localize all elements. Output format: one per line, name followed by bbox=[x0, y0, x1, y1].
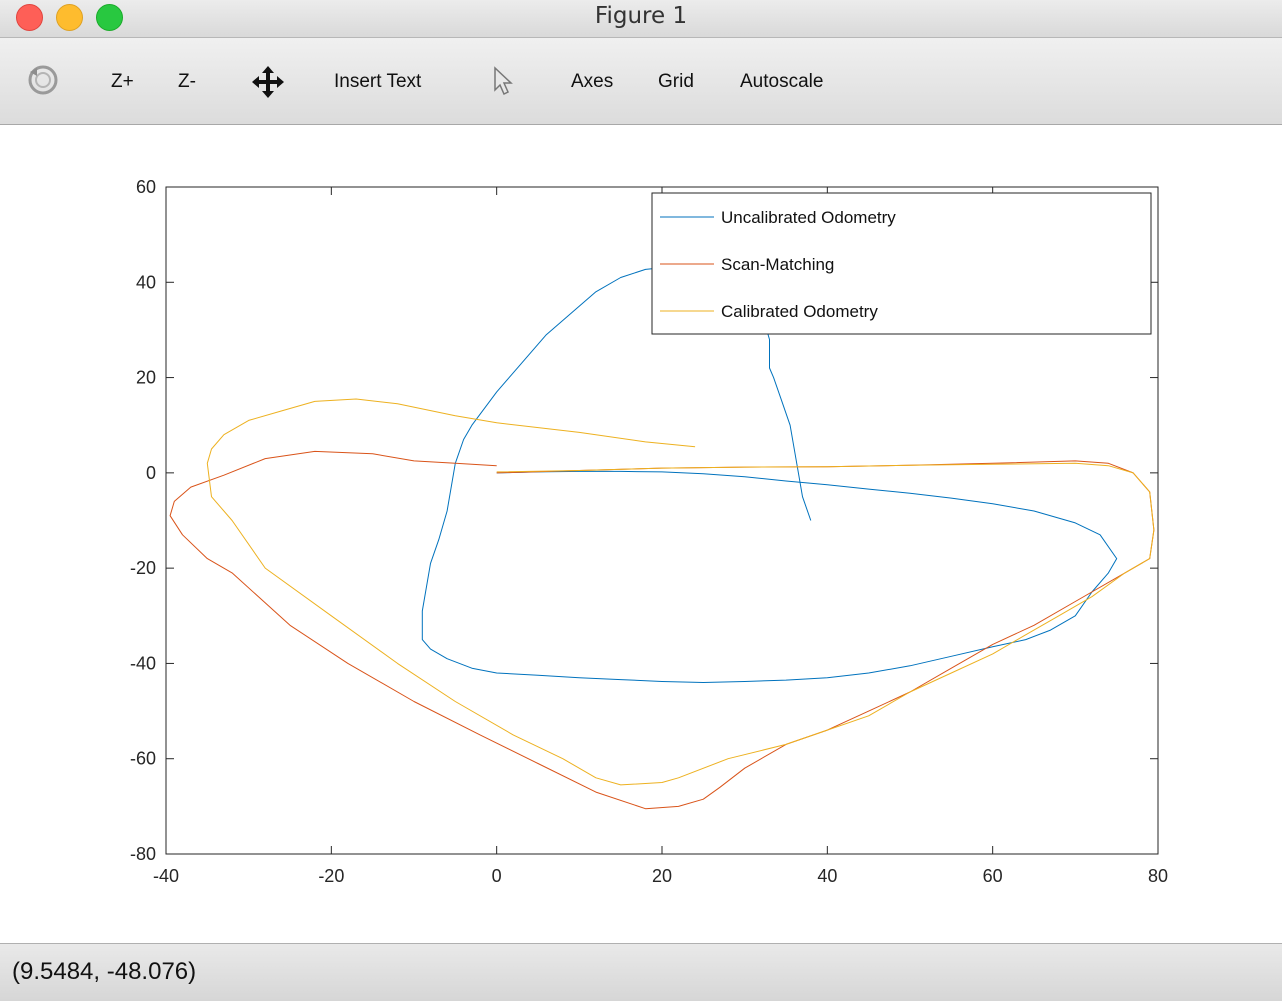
y-tick-label: -20 bbox=[130, 558, 156, 578]
line-chart[interactable]: -40 -20 0 20 40 60 80 60 40 20 0 -20 -40 -60 -80 Uncali… bbox=[0, 125, 1282, 943]
y-tick-label: 20 bbox=[136, 368, 156, 388]
zoom-out-button[interactable]: Z- bbox=[178, 71, 196, 92]
cursor-coordinates: (9.5484, -48.076) bbox=[12, 958, 197, 985]
maximize-window-button[interactable] bbox=[96, 4, 123, 31]
y-tick-label: -40 bbox=[130, 653, 156, 673]
window-title: Figure 1 bbox=[594, 3, 688, 29]
zoom-in-button[interactable]: Z+ bbox=[111, 71, 134, 92]
close-window-button[interactable] bbox=[16, 4, 43, 31]
status-bar: (9.5484, -48.076) bbox=[0, 943, 1282, 1001]
legend-scan-matching-label: Scan-Matching bbox=[721, 255, 834, 274]
x-tick-label: -40 bbox=[153, 866, 179, 886]
x-tick-label: 80 bbox=[1148, 866, 1168, 886]
autoscale-button[interactable]: Autoscale bbox=[740, 71, 824, 92]
x-tick-label: 20 bbox=[652, 866, 672, 886]
scan-matching-line[interactable] bbox=[169, 450, 1155, 810]
y-tick-label: 40 bbox=[136, 272, 156, 292]
plot-canvas[interactable]: -40 -20 0 20 40 60 80 60 40 20 0 -20 -40 -60 -80 Uncali… bbox=[0, 125, 1282, 943]
figure-toolbar: Z+ Z- Insert Text Axes Grid Autoscale bbox=[0, 38, 1282, 125]
y-tick-label: -80 bbox=[130, 844, 156, 864]
legend-uncalibrated-label: Uncalibrated Odometry bbox=[721, 208, 896, 227]
pan-icon[interactable] bbox=[250, 64, 286, 100]
y-tick-label: -60 bbox=[130, 749, 156, 769]
axes-button[interactable]: Axes bbox=[571, 71, 614, 92]
title-bar: Figure 1 bbox=[0, 0, 1282, 38]
calibrated-odometry-line[interactable] bbox=[206, 398, 1155, 786]
grid-button[interactable]: Grid bbox=[658, 71, 694, 92]
x-tick-label: 60 bbox=[983, 866, 1003, 886]
x-tick-label: -20 bbox=[318, 866, 344, 886]
legend-calibrated-label: Calibrated Odometry bbox=[721, 302, 878, 321]
y-tick-label: 60 bbox=[136, 177, 156, 197]
x-tick-label: 40 bbox=[817, 866, 837, 886]
minimize-window-button[interactable] bbox=[56, 4, 83, 31]
x-tick-label: 0 bbox=[492, 866, 502, 886]
insert-text-button[interactable]: Insert Text bbox=[334, 71, 422, 92]
rotate-icon[interactable] bbox=[25, 62, 61, 98]
select-pointer-icon[interactable] bbox=[492, 66, 516, 98]
legend-box bbox=[651, 192, 1152, 335]
y-tick-label: 0 bbox=[146, 463, 156, 483]
